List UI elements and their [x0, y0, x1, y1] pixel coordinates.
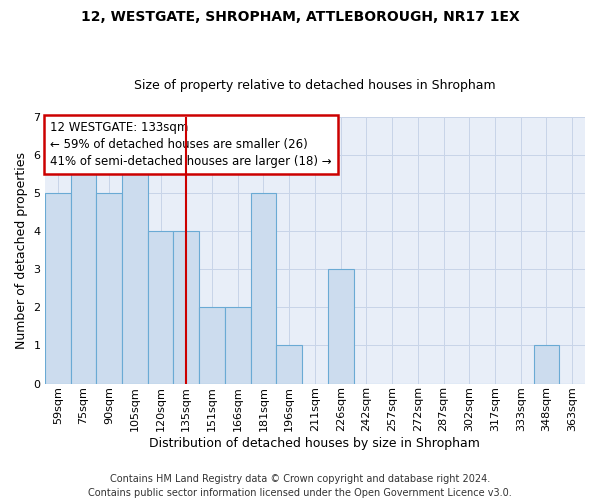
Bar — [277, 346, 302, 384]
Bar — [122, 155, 148, 384]
Bar — [199, 308, 225, 384]
Bar — [96, 193, 122, 384]
Text: Contains HM Land Registry data © Crown copyright and database right 2024.
Contai: Contains HM Land Registry data © Crown c… — [88, 474, 512, 498]
X-axis label: Distribution of detached houses by size in Shropham: Distribution of detached houses by size … — [149, 437, 481, 450]
Bar — [148, 231, 173, 384]
Bar — [328, 269, 353, 384]
Bar — [533, 346, 559, 384]
Bar — [225, 308, 251, 384]
Y-axis label: Number of detached properties: Number of detached properties — [15, 152, 28, 348]
Bar — [71, 155, 96, 384]
Bar — [251, 193, 277, 384]
Bar — [45, 193, 71, 384]
Title: Size of property relative to detached houses in Shropham: Size of property relative to detached ho… — [134, 79, 496, 92]
Text: 12 WESTGATE: 133sqm
← 59% of detached houses are smaller (26)
41% of semi-detach: 12 WESTGATE: 133sqm ← 59% of detached ho… — [50, 121, 332, 168]
Bar — [173, 231, 199, 384]
Text: 12, WESTGATE, SHROPHAM, ATTLEBOROUGH, NR17 1EX: 12, WESTGATE, SHROPHAM, ATTLEBOROUGH, NR… — [80, 10, 520, 24]
